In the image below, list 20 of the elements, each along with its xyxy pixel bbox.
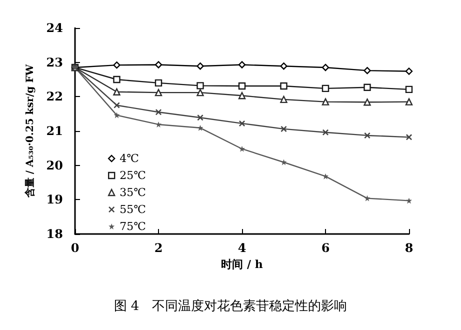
y-axis-title: 含量 / A₅₃₀·0.25 ksr/g FW [24,64,36,199]
y-tick-label: 19 [46,192,63,207]
y-tick-label: 24 [46,21,63,35]
legend-label: 4℃ [120,152,139,165]
legend-label: 25℃ [120,169,146,182]
x-tick-label: 0 [70,241,80,255]
x-tick-label: 2 [154,241,163,255]
y-tick-label: 20 [46,158,63,172]
x-tick-label: 8 [404,241,414,255]
y-tick-label: 23 [46,55,63,70]
y-tick-label: 18 [46,227,63,241]
y-tick-label: 21 [46,124,63,138]
x-axis-title: 时间 / h [221,258,263,271]
x-tick-label: 6 [321,241,330,255]
legend-label: 75℃ [120,220,146,233]
x-tick-label: 4 [238,241,246,255]
text: 图 4 不同温度对花色素苷稳定性的影响 [114,298,348,314]
legend-label: 35℃ [120,186,146,199]
y-tick-label: 22 [46,90,63,104]
legend-label: 55℃ [120,203,146,216]
